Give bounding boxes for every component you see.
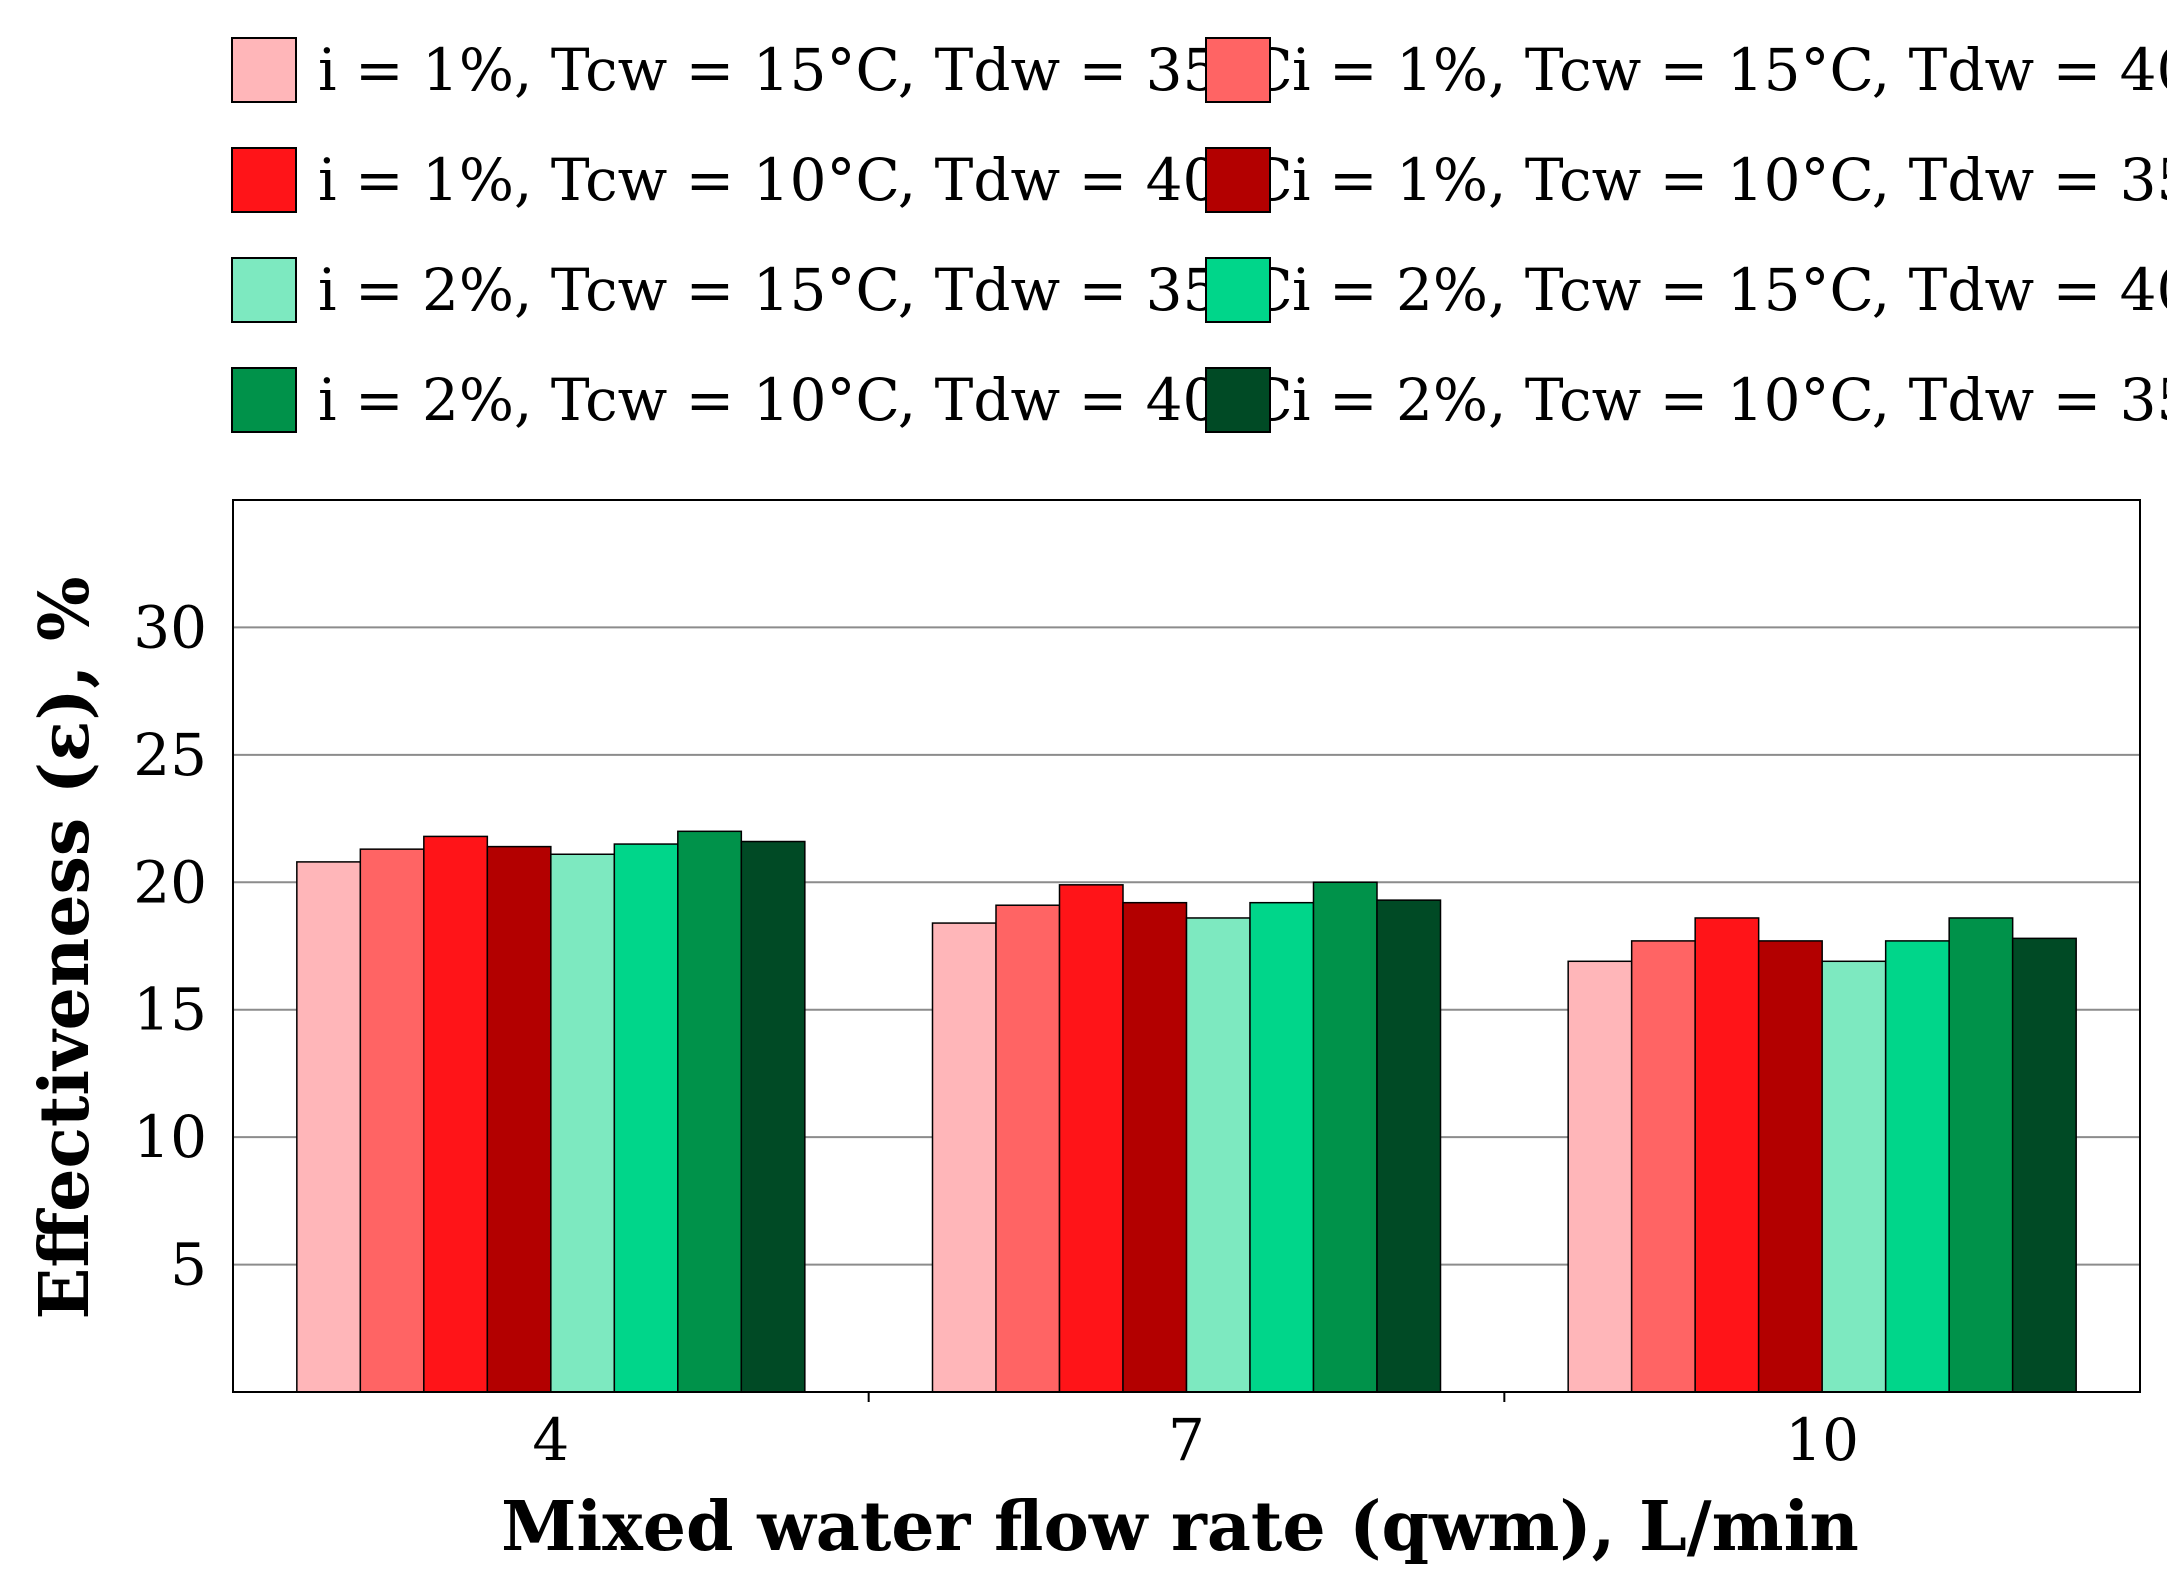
bar [1694, 917, 1760, 1393]
legend-item: i = 2%, Tcw = 15°C, Tdw = 40°C [1205, 256, 2167, 324]
bar [1567, 960, 1633, 1393]
bar [1376, 899, 1442, 1393]
bar [995, 904, 1061, 1393]
bar [1821, 960, 1887, 1393]
bar [486, 845, 552, 1393]
x-tick-label: 7 [1168, 1406, 1205, 1474]
legend-swatch [1205, 367, 1271, 433]
bar [1249, 901, 1315, 1393]
legend-item: i = 1%, Tcw = 10°C, Tdw = 35°C [1205, 146, 2167, 214]
legend: i = 1%, Tcw = 15°C, Tdw = 35°C i = 1%, Tc… [231, 36, 2167, 434]
bar [677, 830, 743, 1393]
x-tick-label: 10 [1785, 1406, 1859, 1474]
bar [423, 835, 489, 1393]
bar [550, 853, 616, 1393]
legend-label: i = 2%, Tcw = 10°C, Tdw = 35°C [1292, 366, 2167, 434]
legend-item: i = 1%, Tcw = 10°C, Tdw = 40°C [231, 146, 1293, 214]
x-tick-label: 4 [532, 1406, 569, 1474]
legend-label: i = 1%, Tcw = 15°C, Tdw = 40°C [1292, 36, 2167, 104]
y-tick-label: 25 [133, 721, 207, 789]
bar [740, 840, 806, 1393]
x-axis-ticks: 4 7 10 [532, 1392, 1859, 1474]
bar [1312, 881, 1378, 1393]
legend-label: i = 1%, Tcw = 15°C, Tdw = 35°C [318, 36, 1293, 104]
legend-swatch [231, 367, 297, 433]
y-tick-label: 10 [133, 1103, 207, 1171]
y-tick-label: 5 [170, 1231, 207, 1299]
bar [1185, 917, 1251, 1393]
bar [1058, 884, 1124, 1393]
legend-swatch [231, 37, 297, 103]
bar [1948, 917, 2014, 1393]
bar [1630, 940, 1696, 1393]
legend-item: i = 2%, Tcw = 15°C, Tdw = 35°C [231, 256, 1293, 324]
legend-label: i = 2%, Tcw = 15°C, Tdw = 35°C [318, 256, 1293, 324]
legend-swatch [1205, 37, 1271, 103]
bar [1122, 901, 1188, 1393]
legend-label: i = 2%, Tcw = 10°C, Tdw = 40°C [318, 366, 1293, 434]
bar [931, 922, 997, 1393]
bar [1757, 940, 1823, 1393]
y-tick-label: 30 [133, 593, 207, 661]
x-axis-title: Mixed water flow rate (qwm), L/min [501, 1487, 1859, 1567]
y-tick-label: 15 [133, 976, 207, 1044]
y-tick-label: 20 [133, 848, 207, 916]
legend-item: i = 2%, Tcw = 10°C, Tdw = 35°C [1205, 366, 2167, 434]
legend-swatch [231, 147, 297, 213]
y-axis-ticks: 5 10 15 20 25 30 [133, 593, 207, 1298]
bars [296, 830, 2077, 1393]
legend-item: i = 1%, Tcw = 15°C, Tdw = 40°C [1205, 36, 2167, 104]
plot-frame [232, 499, 2141, 1393]
y-axis-title: Effectiveness (ε), % [25, 577, 105, 1320]
bar [613, 843, 679, 1393]
bar [2011, 937, 2077, 1393]
legend-item: i = 1%, Tcw = 15°C, Tdw = 35°C [231, 36, 1293, 104]
legend-swatch [231, 257, 297, 323]
bar [296, 861, 362, 1393]
bar [359, 848, 425, 1393]
legend-swatch [1205, 147, 1271, 213]
legend-label: i = 1%, Tcw = 10°C, Tdw = 40°C [318, 146, 1293, 214]
bar [1884, 940, 1950, 1393]
legend-label: i = 1%, Tcw = 10°C, Tdw = 35°C [1292, 146, 2167, 214]
legend-swatch [1205, 257, 1271, 323]
legend-label: i = 2%, Tcw = 15°C, Tdw = 40°C [1292, 256, 2167, 324]
legend-item: i = 2%, Tcw = 10°C, Tdw = 40°C [231, 366, 1293, 434]
